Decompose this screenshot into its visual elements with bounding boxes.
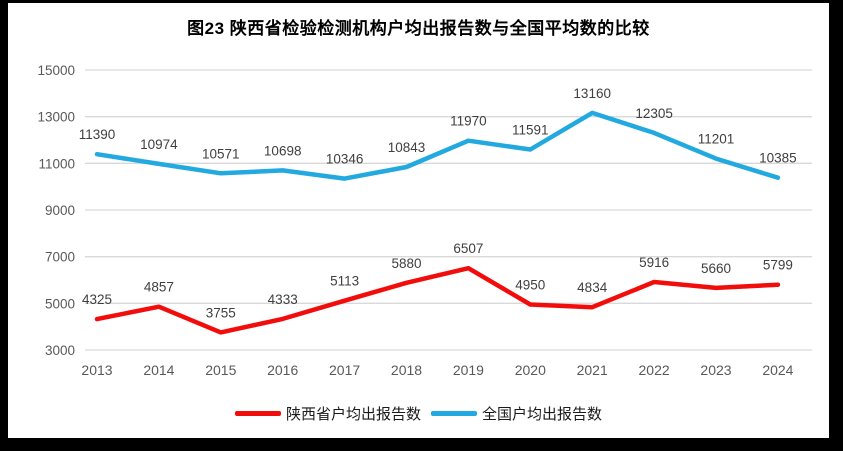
x-axis-tick-label: 2013 xyxy=(81,362,112,378)
data-label-series-0: 4950 xyxy=(515,278,545,293)
y-axis-tick-label: 11000 xyxy=(38,156,75,171)
y-axis-tick-label: 15000 xyxy=(37,63,75,78)
x-axis-tick-label: 2018 xyxy=(391,362,422,378)
legend-swatch-red-line xyxy=(234,411,281,416)
y-axis-tick-label: 13000 xyxy=(37,110,75,125)
x-axis-tick-label: 2023 xyxy=(700,362,731,378)
legend-label-national: 全国户均出报告数 xyxy=(482,406,603,423)
data-label-series-0: 4333 xyxy=(268,292,298,307)
data-label-series-0: 5113 xyxy=(330,274,359,289)
x-axis-tick-label: 2020 xyxy=(515,362,546,378)
legend: 陕西省户均出报告数 全国户均出报告数 xyxy=(8,403,829,424)
data-label-series-1: 10346 xyxy=(326,152,364,167)
chart-title: 图23 陕西省检验检测机构户均出报告数与全国平均数的比较 xyxy=(187,19,650,38)
data-label-series-1: 13160 xyxy=(573,86,611,101)
x-axis-tick-label: 2021 xyxy=(577,362,608,378)
y-axis-tick-label: 5000 xyxy=(45,296,75,311)
data-label-series-1: 10843 xyxy=(388,140,426,155)
y-axis-tick-label: 7000 xyxy=(45,250,75,265)
data-label-series-0: 4834 xyxy=(577,280,608,295)
chart-canvas: 图23 陕西省检验检测机构户均出报告数与全国平均数的比较 3000 5000 700… xyxy=(8,3,829,438)
series-line-1 xyxy=(94,110,781,181)
x-axis-tick-label: 2014 xyxy=(143,362,174,378)
data-label-series-1: 12305 xyxy=(635,106,673,121)
line-chart-plot: 3000 5000 7000 9000 11000 13000 15000 2013 2014 2… xyxy=(37,63,812,378)
data-label-series-1: 10571 xyxy=(202,146,240,161)
x-axis-tick-label: 2017 xyxy=(329,362,360,378)
data-label-series-1: 11591 xyxy=(512,123,549,138)
y-axis-tick-label: 9000 xyxy=(45,203,75,218)
data-label-series-1: 11390 xyxy=(79,127,116,142)
legend-item-national: 全国户均出报告数 xyxy=(431,403,602,424)
x-axis-tick-label: 2024 xyxy=(762,362,793,378)
data-label-series-0: 5916 xyxy=(639,255,669,270)
data-label-series-0: 4857 xyxy=(144,280,174,295)
data-label-series-1: 10385 xyxy=(759,151,797,166)
data-label-series-0: 5660 xyxy=(701,261,731,276)
data-label-series-0: 5880 xyxy=(391,256,421,271)
data-label-series-0: 4325 xyxy=(82,292,112,307)
x-axis-tick-label: 2019 xyxy=(453,362,484,378)
legend-item-shaanxi: 陕西省户均出报告数 xyxy=(234,403,421,424)
data-label-series-0: 3755 xyxy=(206,305,236,320)
legend-swatch-blue-line xyxy=(431,411,477,416)
x-axis-tick-label: 2015 xyxy=(205,362,236,378)
legend-label-shaanxi: 陕西省户均出报告数 xyxy=(285,406,421,423)
data-label-series-1: 11970 xyxy=(450,114,487,129)
data-label-series-0: 5799 xyxy=(763,258,793,273)
series-line-0 xyxy=(94,265,781,335)
data-label-series-1: 10974 xyxy=(140,137,178,152)
y-axis-tick-label: 3000 xyxy=(45,343,75,358)
x-axis-tick-label: 2022 xyxy=(639,362,670,378)
data-label-series-1: 11201 xyxy=(698,132,735,147)
data-label-series-0: 6507 xyxy=(453,241,483,256)
x-axis-tick-label: 2016 xyxy=(267,362,298,378)
data-label-series-1: 10698 xyxy=(264,143,302,158)
